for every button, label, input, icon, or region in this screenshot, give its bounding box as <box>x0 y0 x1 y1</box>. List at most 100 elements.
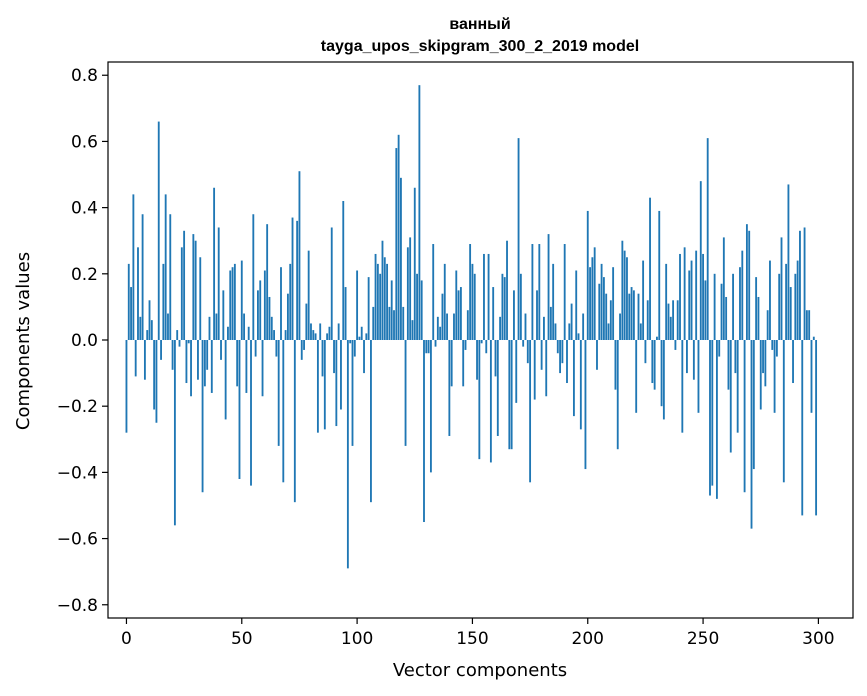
bar-200 <box>586 210 589 340</box>
bar-77 <box>303 340 305 350</box>
bar-89 <box>330 227 333 340</box>
bar-85 <box>321 340 324 377</box>
bar-8 <box>143 340 146 380</box>
bar-221 <box>635 340 638 413</box>
bar-63 <box>270 316 273 340</box>
bar-173 <box>524 313 527 340</box>
bar-240 <box>679 253 681 340</box>
y-tick-label: −0.8 <box>57 596 98 616</box>
bar-161 <box>496 340 499 436</box>
bar-285 <box>782 340 785 483</box>
bar-72 <box>291 217 294 340</box>
bar-239 <box>676 300 679 340</box>
bar-92 <box>337 323 340 340</box>
bar-54 <box>250 340 252 486</box>
bar-214 <box>619 313 621 340</box>
bar-21 <box>173 340 176 526</box>
chart-subtitle: tayga_upos_skipgram_300_2_2019 model <box>321 38 639 55</box>
bar-287 <box>787 184 790 340</box>
bar-2 <box>130 287 132 340</box>
bar-16 <box>162 263 165 340</box>
chart-title: ванный <box>449 16 510 33</box>
bar-245 <box>690 260 693 340</box>
bar-272 <box>752 340 755 470</box>
bar-33 <box>201 340 204 493</box>
bar-212 <box>614 340 617 390</box>
bar-217 <box>626 257 628 340</box>
bar-204 <box>596 340 598 370</box>
bar-254 <box>711 340 714 486</box>
bar-264 <box>734 340 737 374</box>
bar-133 <box>432 244 435 340</box>
bar-231 <box>658 210 661 340</box>
bar-179 <box>538 244 541 340</box>
bar-165 <box>506 240 508 340</box>
bar-41 <box>220 340 222 360</box>
bar-233 <box>662 340 665 420</box>
bar-261 <box>727 340 730 390</box>
bar-289 <box>792 340 794 384</box>
bar-73 <box>293 340 296 503</box>
bar-128 <box>420 280 423 340</box>
bar-270 <box>748 230 751 340</box>
bar-132 <box>429 340 432 473</box>
bar-118 <box>397 134 400 340</box>
bar-207 <box>602 277 605 340</box>
bar-28 <box>190 340 192 397</box>
bar-9 <box>146 330 149 340</box>
y-tick-label: 0.8 <box>71 66 98 86</box>
bar-146 <box>462 340 465 387</box>
bar-36 <box>208 316 211 340</box>
x-tick-label: 150 <box>456 629 488 649</box>
bar-31 <box>197 340 199 380</box>
bar-1 <box>127 263 130 340</box>
bar-160 <box>494 340 497 377</box>
bar-0 <box>125 340 128 433</box>
y-tick-label: −0.6 <box>57 530 98 550</box>
bar-281 <box>773 340 776 413</box>
bar-99 <box>353 340 356 357</box>
bar-256 <box>715 340 718 499</box>
bar-175 <box>529 340 532 483</box>
bar-24 <box>180 247 183 340</box>
y-tick-label: 0.0 <box>71 331 98 351</box>
bar-157 <box>487 253 490 340</box>
bar-65 <box>275 340 278 357</box>
bar-70 <box>286 293 289 340</box>
bar-11 <box>150 320 153 340</box>
bar-151 <box>473 273 476 340</box>
bar-137 <box>441 293 444 340</box>
bar-53 <box>247 326 250 340</box>
bar-274 <box>757 296 760 340</box>
bar-185 <box>552 263 555 340</box>
bar-169 <box>515 340 518 403</box>
x-axis-ticks: 0 50 100 150 200 250 300 <box>121 618 835 649</box>
bar-253 <box>709 340 711 496</box>
bar-282 <box>775 340 778 357</box>
bar-208 <box>605 293 608 340</box>
bar-225 <box>644 340 647 364</box>
bar-230 <box>656 336 658 340</box>
bar-252 <box>706 138 709 340</box>
bar-68 <box>282 340 285 483</box>
bar-142 <box>453 313 455 340</box>
bar-96 <box>346 340 349 569</box>
bar-162 <box>499 316 502 340</box>
bar-88 <box>328 326 331 340</box>
bar-148 <box>466 310 469 340</box>
bar-106 <box>370 340 372 503</box>
bar-199 <box>584 340 587 470</box>
bar-120 <box>402 306 405 340</box>
bar-55 <box>252 214 255 340</box>
bar-67 <box>280 267 282 340</box>
bar-206 <box>600 263 603 340</box>
bar-220 <box>632 290 635 340</box>
bar-100 <box>356 270 359 340</box>
bar-288 <box>789 287 792 340</box>
bar-27 <box>187 340 190 344</box>
bar-170 <box>517 138 520 340</box>
bar-102 <box>360 326 363 340</box>
bar-276 <box>762 340 764 374</box>
bar-103 <box>363 340 365 374</box>
bar-267 <box>741 250 744 340</box>
